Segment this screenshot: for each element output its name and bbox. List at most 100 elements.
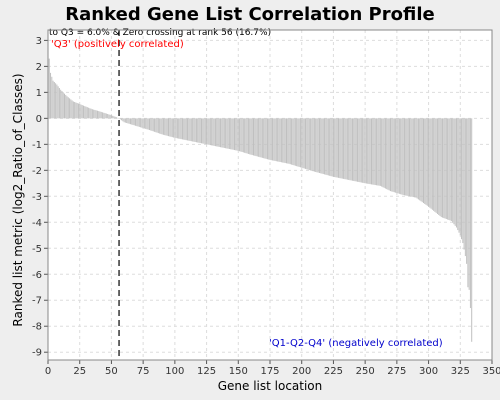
bar xyxy=(155,118,157,133)
bar xyxy=(174,118,176,138)
bar xyxy=(246,118,248,154)
bar xyxy=(338,118,340,178)
bar xyxy=(332,118,334,177)
x-tick-label: 225 xyxy=(324,366,343,377)
bar xyxy=(280,118,282,163)
bar xyxy=(379,118,381,186)
bar xyxy=(467,118,469,288)
bar xyxy=(94,109,96,119)
bar xyxy=(445,118,447,220)
bar xyxy=(58,88,60,119)
bar xyxy=(327,118,329,176)
bar xyxy=(156,118,158,133)
bar xyxy=(471,118,473,342)
bar xyxy=(269,118,271,160)
bar xyxy=(145,118,147,129)
bar xyxy=(433,118,435,211)
bar xyxy=(282,118,284,163)
bar xyxy=(200,118,202,144)
bar xyxy=(168,118,170,137)
bar xyxy=(334,118,336,178)
bar xyxy=(253,118,255,156)
bar xyxy=(129,118,131,125)
bar xyxy=(358,118,360,183)
bar xyxy=(233,118,235,151)
bar xyxy=(359,118,361,183)
bar xyxy=(421,118,423,203)
bar xyxy=(415,118,417,198)
bar xyxy=(400,118,402,195)
bar xyxy=(263,118,265,159)
bar xyxy=(417,118,419,200)
y-tick-label: -4 xyxy=(32,218,42,229)
bar xyxy=(315,118,317,172)
bar xyxy=(405,118,407,196)
bar xyxy=(454,118,456,226)
bar xyxy=(464,118,466,257)
bar xyxy=(127,118,129,124)
bar xyxy=(296,118,298,167)
bar xyxy=(157,118,159,134)
bar xyxy=(302,118,304,169)
bar xyxy=(362,118,364,183)
bar xyxy=(306,118,308,170)
bar xyxy=(99,111,101,119)
bar xyxy=(109,114,111,119)
bar xyxy=(349,118,351,181)
bar xyxy=(166,118,168,136)
bar xyxy=(320,118,322,174)
bar xyxy=(48,58,50,119)
bar xyxy=(455,118,457,228)
x-tick-label: 250 xyxy=(356,366,375,377)
bar xyxy=(85,106,87,119)
bar xyxy=(345,118,347,180)
bar xyxy=(453,118,455,225)
bar xyxy=(378,118,380,186)
y-tick-label: 1 xyxy=(36,88,42,99)
bar xyxy=(288,118,290,164)
bar xyxy=(312,118,314,172)
bar xyxy=(91,109,93,119)
bar xyxy=(279,118,281,162)
bar xyxy=(217,118,219,147)
bar xyxy=(220,118,222,148)
bar xyxy=(336,118,338,178)
bar xyxy=(218,118,220,147)
bar xyxy=(187,118,189,141)
bar xyxy=(143,118,145,129)
bar xyxy=(57,86,59,119)
bar xyxy=(171,118,173,138)
bar xyxy=(202,118,204,144)
bar xyxy=(416,118,418,199)
bar xyxy=(344,118,346,180)
bar xyxy=(341,118,343,179)
bar xyxy=(397,118,399,194)
bar xyxy=(254,118,256,156)
bar xyxy=(462,118,464,244)
bar xyxy=(426,118,428,206)
bar xyxy=(368,118,370,184)
x-tick-label: 125 xyxy=(197,366,216,377)
bar xyxy=(266,118,268,160)
bar xyxy=(236,118,238,151)
bar xyxy=(209,118,211,146)
bar xyxy=(180,118,182,140)
bar xyxy=(447,118,449,220)
bar xyxy=(160,118,162,135)
negative-correlation-label: 'Q1-Q2-Q4' (negatively correlated) xyxy=(269,338,443,349)
bar xyxy=(83,105,85,119)
bar xyxy=(411,118,413,197)
bar xyxy=(294,118,296,166)
bar xyxy=(89,108,91,119)
bar xyxy=(284,118,286,164)
bar xyxy=(100,111,102,119)
bar xyxy=(98,111,100,119)
bar xyxy=(71,100,73,119)
bar xyxy=(150,118,152,131)
bar xyxy=(457,118,459,231)
bar xyxy=(80,104,82,119)
bar xyxy=(419,118,421,201)
bar xyxy=(214,118,216,147)
bar xyxy=(317,118,319,173)
bar xyxy=(240,118,242,152)
